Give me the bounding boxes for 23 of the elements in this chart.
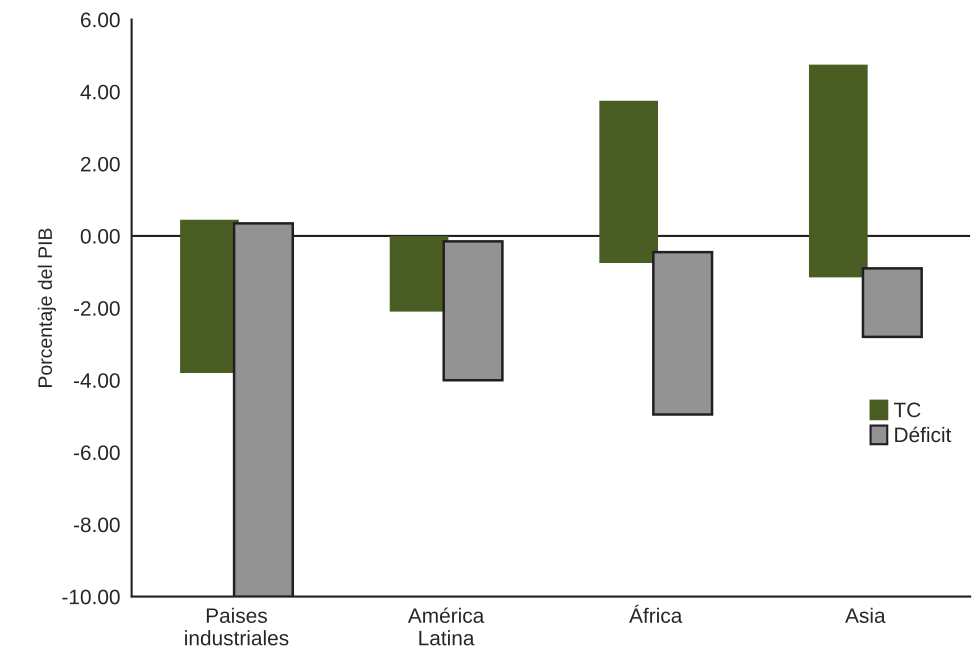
legend-label: TC xyxy=(894,402,920,418)
y-tick-label: 4.00 xyxy=(80,84,120,100)
bar xyxy=(180,220,239,373)
x-tick-label: África xyxy=(629,604,682,623)
y-tick-label: -6.00 xyxy=(74,445,120,460)
bar xyxy=(652,250,714,416)
x-tick-label: Paises industriales xyxy=(185,608,288,646)
y-tick-label: 0.00 xyxy=(80,228,120,244)
y-tick-label: -2.00 xyxy=(74,301,120,316)
bar xyxy=(390,236,448,312)
bar xyxy=(862,267,923,338)
bar xyxy=(599,100,658,263)
bar xyxy=(442,240,504,382)
y-tick-label: -8.00 xyxy=(74,517,120,532)
bar xyxy=(808,64,868,278)
legend-label: Déficit xyxy=(895,426,952,442)
y-tick-label: 6.00 xyxy=(81,12,120,28)
y-tick-label: 2.00 xyxy=(81,156,120,172)
y-axis-title: Porcentaje del PIB xyxy=(38,228,56,387)
x-tick-label: Asia xyxy=(845,608,886,623)
y-tick-label: -4.00 xyxy=(74,373,120,388)
x-tick-label: América Latina xyxy=(408,607,484,646)
y-tick-label: -10.00 xyxy=(62,590,120,604)
